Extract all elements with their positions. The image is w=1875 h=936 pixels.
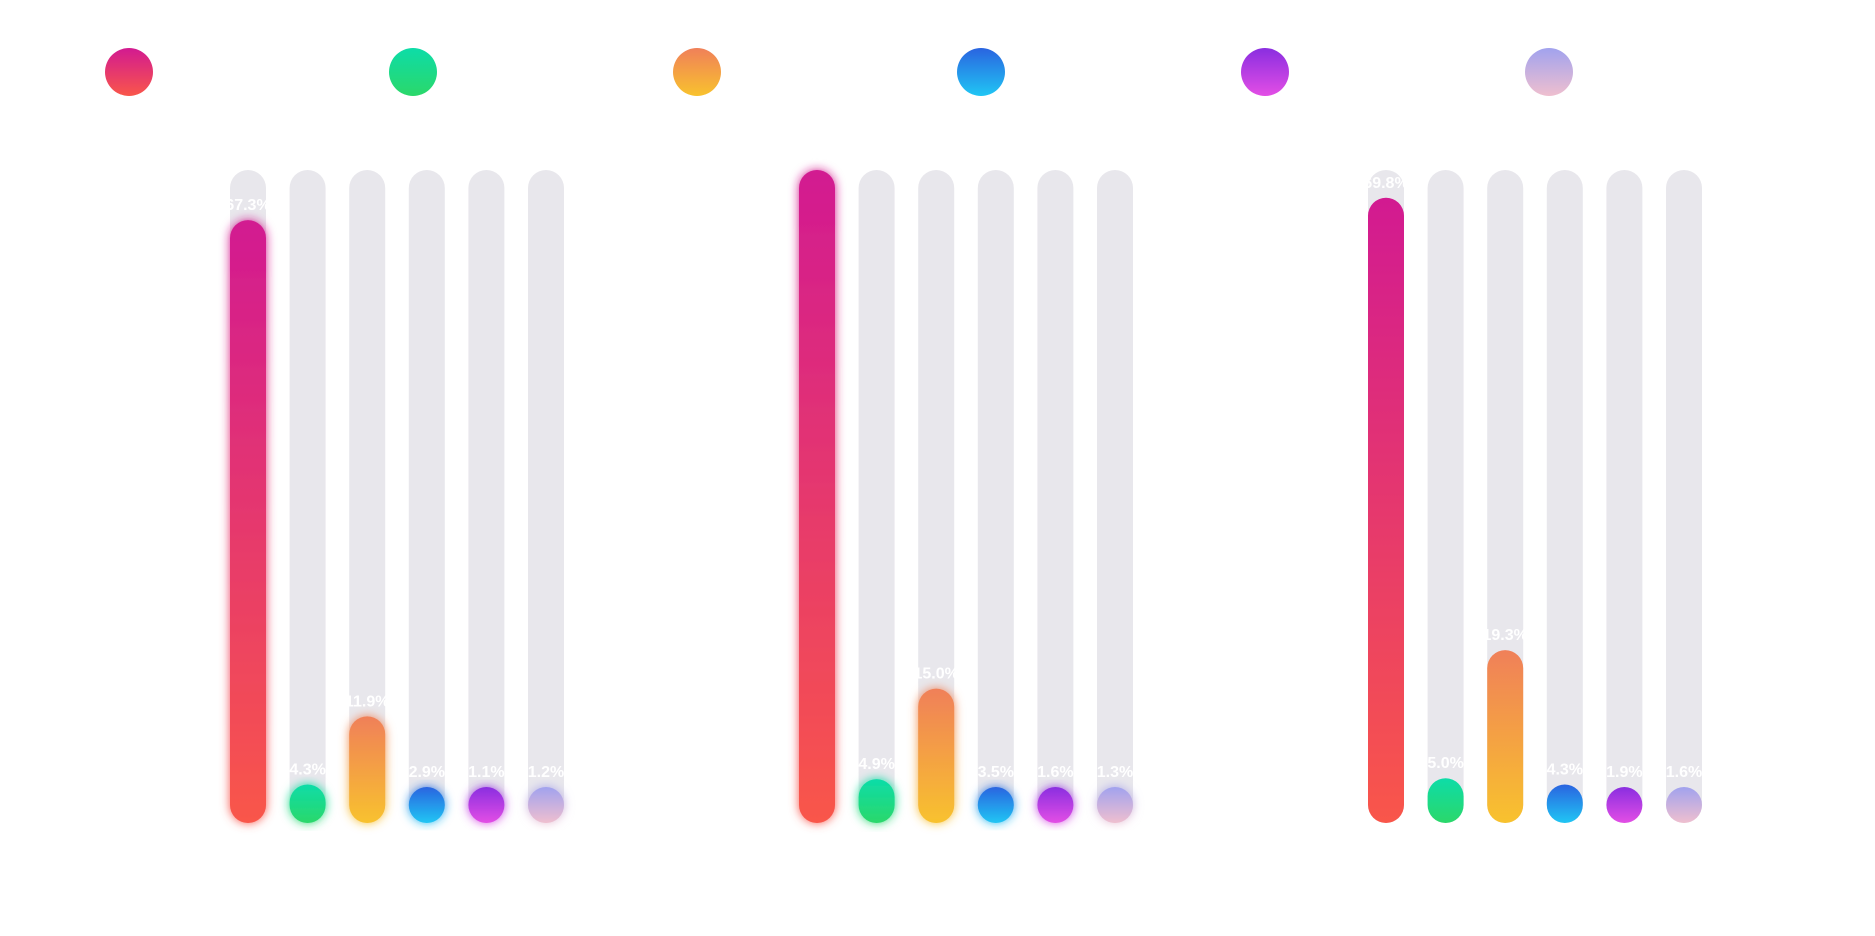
bar [1368, 197, 1404, 823]
bar-group-2: 72.9% 4.9% 15.0% 3.5% 1.6% 1.3% [794, 147, 1133, 823]
bar-track [918, 170, 955, 823]
bar [349, 716, 386, 823]
bar-track [1097, 170, 1133, 823]
bar [858, 779, 895, 823]
value-label: 2.9% [409, 764, 445, 781]
legend-orange-gradient-dot [673, 48, 721, 96]
legend-green-gradient-dot [389, 48, 437, 96]
bar [1427, 778, 1464, 823]
bar-group-1: 67.3% 4.3% 11.9% 2.9% 1.1% 1.2% [225, 170, 564, 823]
value-label: 1.9% [1606, 764, 1642, 781]
bar [528, 787, 564, 823]
bar [408, 787, 445, 823]
value-label: 1.6% [1666, 764, 1702, 781]
value-label: 67.3% [225, 197, 270, 214]
value-label: 3.5% [978, 764, 1014, 781]
legend-blue-gradient-dot [957, 48, 1005, 96]
value-label: 69.8% [1363, 175, 1408, 192]
value-label: 4.9% [858, 756, 894, 773]
value-label: 1.2% [528, 764, 564, 781]
value-label: 72.9% [794, 147, 839, 164]
value-label: 19.3% [1483, 627, 1528, 644]
bar-group-3: 69.8% 5.0% 19.3% 4.3% 1.9% 1.6% [1363, 170, 1702, 823]
bar [1037, 787, 1074, 823]
value-label: 15.0% [914, 666, 959, 683]
bar-track [349, 170, 386, 823]
bar-track [1427, 170, 1464, 823]
bar-track [468, 170, 505, 823]
bar [1546, 784, 1583, 823]
bar-track [858, 170, 895, 823]
value-label: 11.9% [345, 693, 389, 710]
bar-track [1666, 170, 1702, 823]
bar-track [408, 170, 445, 823]
bar [289, 784, 326, 823]
bar [1487, 650, 1524, 823]
bar-track [289, 170, 326, 823]
bar [1606, 787, 1643, 823]
bar [468, 787, 505, 823]
bar [918, 688, 955, 823]
value-label: 1.3% [1097, 764, 1133, 781]
value-label: 4.3% [1547, 761, 1583, 778]
bar [799, 170, 835, 823]
bar [1097, 787, 1133, 823]
bar-track [1037, 170, 1074, 823]
value-label: 1.6% [1037, 764, 1073, 781]
legend [105, 48, 1573, 96]
bar-track [528, 170, 564, 823]
bar [230, 220, 266, 823]
legend-red-gradient-dot [105, 48, 153, 96]
legend-purple-gradient-dot [1241, 48, 1289, 96]
bar-groups: 67.3% 4.3% 11.9% 2.9% 1.1% 1.2% 72.9% 4.9% 15.0%… [225, 147, 1702, 823]
value-label: 5.0% [1427, 755, 1463, 772]
bar-track [1606, 170, 1643, 823]
bar-track [977, 170, 1014, 823]
bar-track [1546, 170, 1583, 823]
legend-lavender-gradient-dot [1525, 48, 1573, 96]
bar [977, 787, 1014, 823]
value-label: 4.3% [289, 761, 325, 778]
bar [1666, 787, 1702, 823]
value-label: 1.1% [468, 764, 504, 781]
